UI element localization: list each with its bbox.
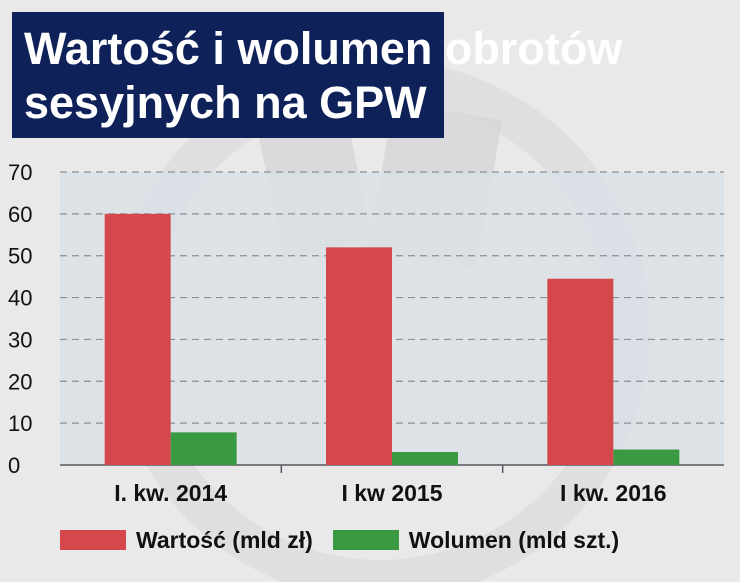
x-category-label: I. kw. 2014 [114,480,227,506]
bar-wolumen [170,432,237,465]
y-tick-label: 10 [8,411,32,436]
bar-wartosc [104,213,171,465]
bar-wolumen [613,449,680,465]
x-category-label: I kw 2015 [341,480,442,506]
chart-title-line-1: Wartość i wolumen obrotów [24,23,623,74]
legend-label-wolumen: Wolumen (mld szt.) [408,526,620,553]
legend-item-wartosc: Wartość (mld zł) [60,527,313,554]
bar-wartosc [326,247,392,465]
y-tick-label: 40 [8,286,32,311]
legend-swatch-wartosc [60,530,126,550]
bar-wartosc [547,278,614,465]
legend-label-wartosc: Wartość (mld zł) [136,526,313,553]
y-tick-label: 60 [8,202,32,227]
title-box: Wartość i wolumen obrotów sesyjnych na G… [12,12,622,138]
legend-item-wolumen: Wolumen (mld szt.) [332,526,620,554]
chart-title-line-2: sesyjnych na GPW [24,77,427,128]
y-tick-label: 20 [8,369,32,394]
legend: Wartość (mld zł) Wolumen (mld szt.) [60,522,639,558]
legend-swatch-wolumen [332,530,399,550]
y-tick-label: 0 [8,453,20,478]
x-category-label: I kw. 2016 [560,480,667,506]
y-tick-label: 70 [8,160,32,185]
bar-wolumen [392,452,458,465]
y-tick-label: 50 [8,244,32,269]
y-tick-label: 30 [8,327,32,352]
